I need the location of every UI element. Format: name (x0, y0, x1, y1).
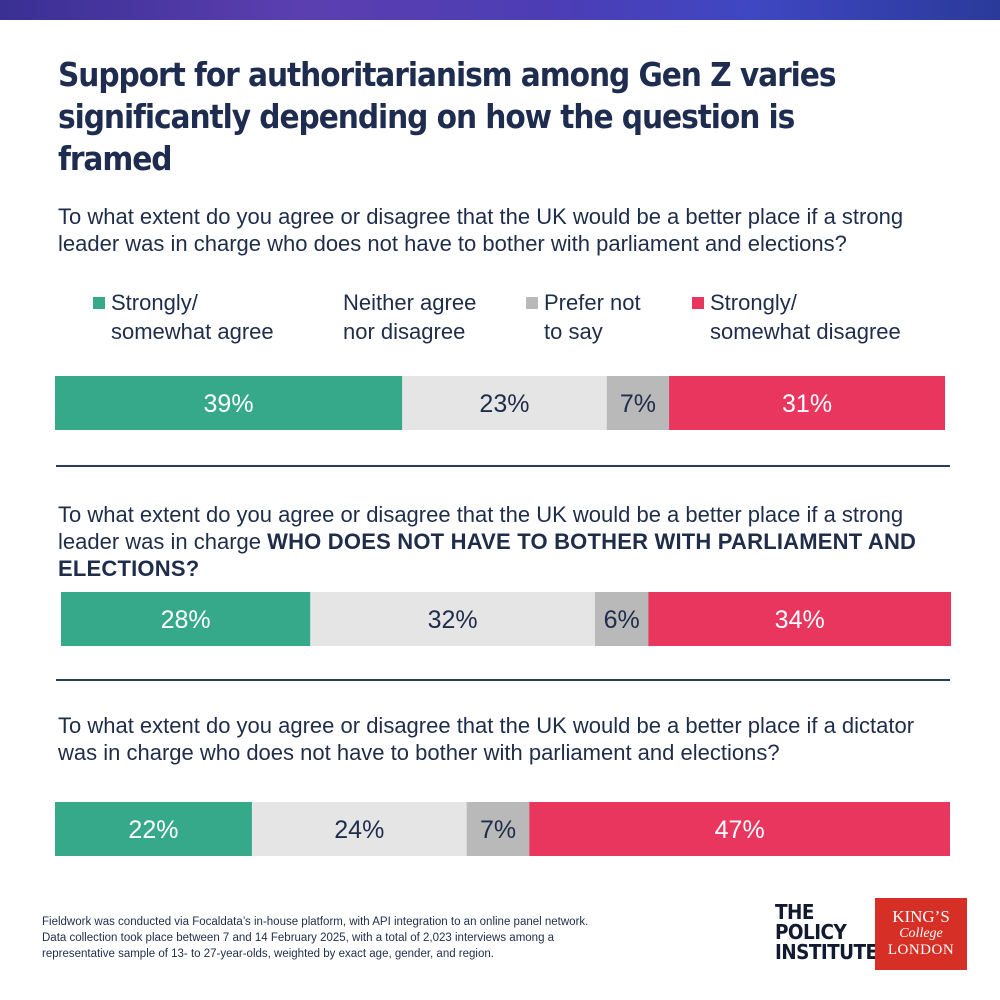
legend-swatch-agree (93, 297, 105, 309)
data-label-agree: 22% (128, 816, 178, 844)
footnote: Fieldwork was conducted via Focaldata’s … (42, 916, 589, 960)
data-label-agree: 28% (161, 606, 211, 634)
bar-segment-agree (61, 592, 311, 646)
legend-swatch-prefer-not (526, 297, 538, 309)
kcl-logo-line-3: LONDON (887, 942, 955, 958)
stacked-bar-dictator: 22% 24% 7% 47% (55, 802, 950, 856)
data-label-disagree: 34% (775, 606, 825, 634)
policy-logo-line-3: INSTITUTE (775, 940, 878, 964)
data-label-disagree: 47% (715, 816, 765, 844)
legend-item-neither: Neither agree nor disagree (325, 288, 476, 346)
chart-title: Support for authoritarianism among Gen Z… (58, 55, 837, 178)
bar-segment-neither (402, 376, 608, 430)
stacked-bar-strong-leader-emphasis: 28% 32% 6% 34% (61, 592, 951, 646)
data-label-prefer-not: 6% (604, 606, 640, 634)
kcl-logo-line-2: College (899, 926, 943, 941)
bar-segment-agree (55, 802, 253, 856)
policy-institute-logo: THE POLICY INSTITUTE (775, 900, 878, 964)
legend-label-neither: Neither agree nor disagree (343, 290, 477, 344)
bar-segment-neither (310, 592, 596, 646)
policy-logo-line-2: POLICY (775, 920, 847, 944)
data-label-prefer-not: 7% (480, 816, 516, 844)
legend-label-disagree: Strongly/ somewhat disagree (710, 290, 901, 344)
legend: Strongly/ somewhat agree Neither agree n… (0, 288, 1000, 348)
header-gradient-band (0, 0, 1000, 20)
question-3: To what extent do you agree or disagree … (58, 713, 915, 765)
bar-segment-neither (251, 802, 468, 856)
data-label-agree: 39% (204, 390, 254, 418)
data-label-disagree: 31% (782, 390, 832, 418)
legend-swatch-disagree (692, 297, 704, 309)
bar-segment-prefer-not (595, 592, 649, 646)
bar-segment-disagree (669, 376, 945, 430)
legend-item-prefer-not: Prefer not to say (526, 288, 641, 346)
bar-segment-prefer-not (466, 802, 530, 856)
bar-segment-agree (55, 376, 403, 430)
legend-label-agree: Strongly/ somewhat agree (111, 290, 274, 344)
question-2-text: To what extent do you agree or disagree … (58, 502, 904, 554)
bar-segment-disagree (529, 802, 950, 856)
legend-label-prefer-not: Prefer not to say (544, 290, 641, 344)
data-label-neither: 24% (334, 816, 384, 844)
legend-item-agree: Strongly/ somewhat agree (93, 288, 274, 346)
policy-logo-line-1: THE (775, 900, 814, 924)
question-2-emphasis: WHO DOES NOT HAVE TO BOTHER WITH PARLIAM… (58, 529, 917, 581)
kings-college-london-logo: KING’S College LONDON (875, 898, 967, 970)
data-label-neither: 23% (479, 390, 529, 418)
legend-item-disagree: Strongly/ somewhat disagree (692, 288, 901, 346)
data-label-prefer-not: 7% (620, 390, 656, 418)
data-label-neither: 32% (428, 606, 478, 634)
divider-1 (56, 465, 950, 467)
divider-2 (56, 679, 950, 681)
bar-segment-prefer-not (606, 376, 670, 430)
bar-segment-disagree (648, 592, 951, 646)
kcl-logo-line-1: KING’S (892, 907, 950, 926)
question-2: To what extent do you agree or disagree … (58, 501, 958, 582)
stacked-bar-strong-leader: 39% 23% 7% 31% (55, 376, 945, 430)
question-1: To what extent do you agree or disagree … (58, 204, 904, 256)
